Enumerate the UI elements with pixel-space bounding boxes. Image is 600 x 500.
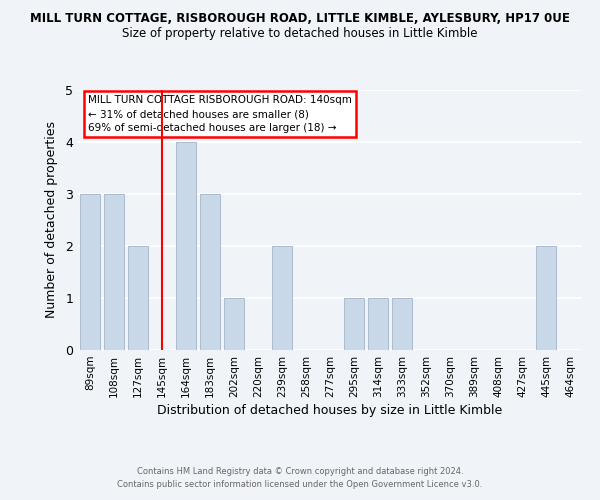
Bar (200, 194, 220, 350)
Text: Contains public sector information licensed under the Open Government Licence v3: Contains public sector information licen… (118, 480, 482, 489)
Bar (224, 298, 244, 350)
Text: Contains HM Land Registry data © Crown copyright and database right 2024.: Contains HM Land Registry data © Crown c… (137, 467, 463, 476)
Bar (344, 298, 364, 350)
Bar (536, 246, 556, 350)
Y-axis label: Number of detached properties: Number of detached properties (45, 122, 58, 318)
Bar (80, 194, 100, 350)
X-axis label: Distribution of detached houses by size in Little Kimble: Distribution of detached houses by size … (157, 404, 503, 417)
Bar (392, 298, 412, 350)
Bar (272, 246, 292, 350)
Text: Size of property relative to detached houses in Little Kimble: Size of property relative to detached ho… (122, 28, 478, 40)
Bar (104, 194, 124, 350)
Bar (128, 246, 148, 350)
Text: MILL TURN COTTAGE, RISBOROUGH ROAD, LITTLE KIMBLE, AYLESBURY, HP17 0UE: MILL TURN COTTAGE, RISBOROUGH ROAD, LITT… (30, 12, 570, 26)
Text: MILL TURN COTTAGE RISBOROUGH ROAD: 140sqm
← 31% of detached houses are smaller (: MILL TURN COTTAGE RISBOROUGH ROAD: 140sq… (88, 95, 352, 133)
Bar (368, 298, 388, 350)
Bar (176, 142, 196, 350)
